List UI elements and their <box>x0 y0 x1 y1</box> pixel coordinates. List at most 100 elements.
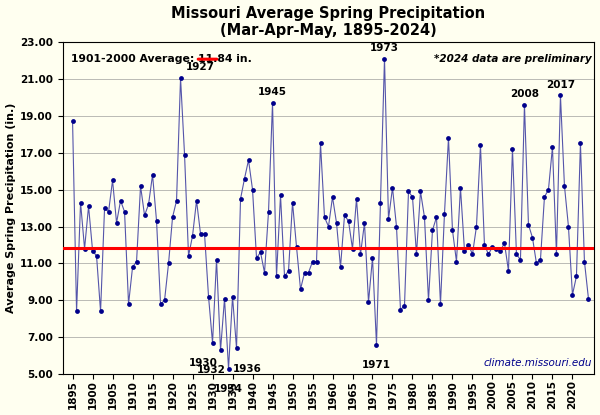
Point <box>551 251 561 258</box>
Point <box>88 247 97 254</box>
Point <box>208 339 217 346</box>
Point <box>380 55 389 62</box>
Text: 1930: 1930 <box>188 358 217 368</box>
Point <box>344 217 353 224</box>
Point <box>544 186 553 193</box>
Point <box>532 260 541 267</box>
Point <box>328 194 337 200</box>
Point <box>419 214 429 221</box>
Point <box>563 223 573 230</box>
Point <box>324 223 334 230</box>
Point <box>252 254 262 261</box>
Point <box>464 242 473 248</box>
Point <box>116 198 125 204</box>
Point <box>556 92 565 99</box>
Point <box>500 240 509 247</box>
Point <box>68 118 77 124</box>
Point <box>140 212 149 219</box>
Point <box>395 306 405 313</box>
Text: 1973: 1973 <box>370 43 399 53</box>
Point <box>424 297 433 304</box>
Point <box>168 214 178 221</box>
Point <box>560 183 569 189</box>
Point <box>232 345 241 352</box>
Point <box>264 208 274 215</box>
Point <box>400 303 409 309</box>
Point <box>568 291 577 298</box>
Point <box>240 175 250 182</box>
Point <box>304 269 313 276</box>
Point <box>412 251 421 258</box>
Point <box>404 188 413 195</box>
Point <box>104 208 113 215</box>
Point <box>524 221 533 228</box>
Point <box>348 245 358 252</box>
Point <box>340 212 349 219</box>
Point <box>200 231 209 237</box>
Point <box>112 220 121 226</box>
Point <box>359 220 369 226</box>
Point <box>407 194 417 200</box>
Text: 1945: 1945 <box>258 87 287 97</box>
Point <box>512 251 521 258</box>
Point <box>84 203 94 210</box>
Point <box>176 75 185 81</box>
Point <box>488 244 497 250</box>
Point <box>508 146 517 152</box>
Point <box>336 264 346 271</box>
Text: 1936: 1936 <box>233 364 262 374</box>
Point <box>356 251 365 258</box>
Point <box>192 198 202 204</box>
Point <box>316 140 325 147</box>
Point <box>224 365 233 372</box>
Point <box>455 184 465 191</box>
Y-axis label: Average Spring Precipitation (in.): Average Spring Precipitation (in.) <box>5 103 16 313</box>
Point <box>204 293 214 300</box>
Point <box>132 258 142 265</box>
Point <box>452 258 461 265</box>
Point <box>80 245 89 252</box>
Point <box>312 258 322 265</box>
Point <box>376 199 385 206</box>
Point <box>108 177 118 184</box>
Point <box>248 186 257 193</box>
Point <box>479 242 489 248</box>
Point <box>448 227 457 234</box>
Point <box>392 223 401 230</box>
Point <box>352 195 361 202</box>
Point <box>160 297 169 304</box>
Point <box>72 308 82 315</box>
Text: 1934: 1934 <box>214 384 243 394</box>
Point <box>443 134 453 141</box>
Point <box>572 273 581 280</box>
Point <box>496 247 505 254</box>
Point <box>539 194 549 200</box>
Point <box>196 231 205 237</box>
Point <box>416 188 425 195</box>
Point <box>180 151 190 158</box>
Point <box>156 301 166 308</box>
Point <box>575 140 585 147</box>
Point <box>148 171 157 178</box>
Point <box>144 201 154 208</box>
Point <box>212 256 221 263</box>
Point <box>383 216 393 222</box>
Point <box>548 144 557 151</box>
Point <box>244 157 253 164</box>
Title: Missouri Average Spring Precipitation
(Mar-Apr-May, 1895-2024): Missouri Average Spring Precipitation (M… <box>172 5 485 38</box>
Point <box>268 100 277 106</box>
Point <box>428 227 437 234</box>
Point <box>503 268 513 274</box>
Point <box>152 217 161 224</box>
Point <box>184 253 193 259</box>
Point <box>128 264 137 271</box>
Text: 1927: 1927 <box>186 62 215 72</box>
Point <box>320 214 329 221</box>
Text: *2024 data are preliminary: *2024 data are preliminary <box>434 54 592 63</box>
Point <box>308 258 317 265</box>
Point <box>364 299 373 305</box>
Text: 1901-2000 Average: 11.84 in.: 1901-2000 Average: 11.84 in. <box>71 54 251 63</box>
Text: climate.missouri.edu: climate.missouri.edu <box>483 358 592 368</box>
Point <box>188 232 197 239</box>
Point <box>288 199 298 206</box>
